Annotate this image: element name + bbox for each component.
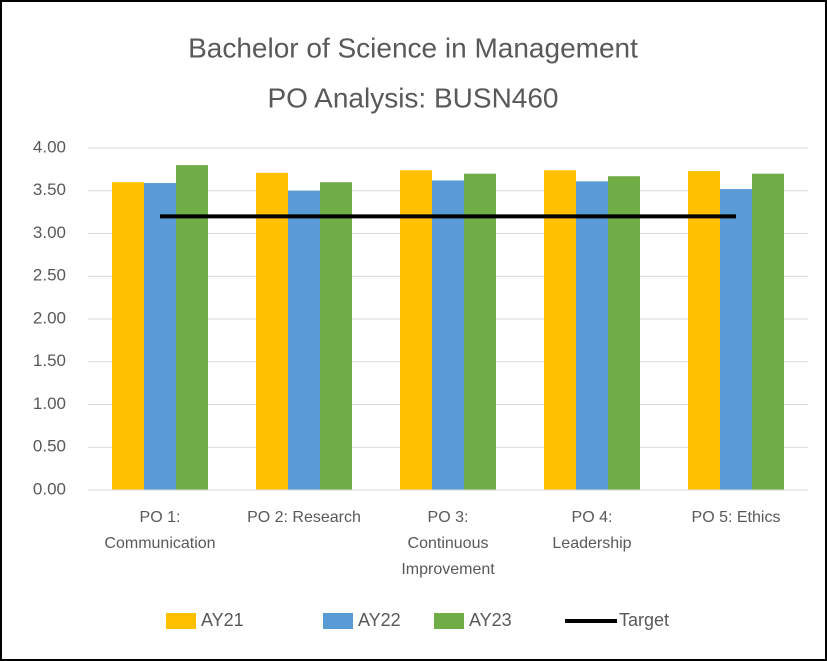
bar xyxy=(256,172,288,491)
y-tick-label: 2.50 xyxy=(33,266,66,285)
bar xyxy=(720,189,752,491)
y-tick-label: 3.50 xyxy=(33,180,66,199)
legend-swatch xyxy=(323,613,353,629)
y-tick-label: 1.50 xyxy=(33,351,66,370)
bar xyxy=(112,182,144,490)
x-tick-label: Improvement xyxy=(401,561,495,578)
y-tick-label: 0.00 xyxy=(33,479,66,498)
legend-swatch xyxy=(434,613,464,629)
x-tick-label: PO 2: Research xyxy=(247,509,361,526)
legend-label: AY22 xyxy=(358,610,401,630)
x-tick-label: PO 5: Ethics xyxy=(692,509,781,526)
bar xyxy=(288,190,320,490)
bar xyxy=(576,181,608,490)
y-tick-label: 4.00 xyxy=(33,137,66,156)
legend-swatch xyxy=(166,613,196,629)
x-tick-label: PO 3: xyxy=(428,509,469,526)
legend-label: AY21 xyxy=(201,610,244,630)
y-tick-label: 3.00 xyxy=(33,223,66,242)
x-tick-label: Continuous xyxy=(408,535,489,552)
bar xyxy=(432,180,464,491)
bar xyxy=(400,170,432,491)
bar xyxy=(320,182,352,490)
bar xyxy=(752,173,784,490)
x-tick-label: PO 1: xyxy=(140,509,181,526)
x-tick-label: PO 4: xyxy=(572,509,613,526)
y-tick-label: 1.00 xyxy=(33,394,66,413)
bar xyxy=(608,176,640,490)
chart-title: Bachelor of Science in Management xyxy=(188,32,638,63)
y-tick-label: 2.00 xyxy=(33,308,66,327)
bar xyxy=(144,183,176,490)
bar xyxy=(464,173,496,490)
x-tick-label: Communication xyxy=(104,535,215,552)
bar xyxy=(544,170,576,491)
chart-title: PO Analysis: BUSN460 xyxy=(267,82,558,113)
bar xyxy=(176,165,208,490)
legend-label: Target xyxy=(619,610,669,630)
y-tick-label: 0.50 xyxy=(33,437,66,456)
x-tick-label: Leadership xyxy=(552,535,631,552)
bar xyxy=(688,171,720,490)
legend-label: AY23 xyxy=(469,610,512,630)
